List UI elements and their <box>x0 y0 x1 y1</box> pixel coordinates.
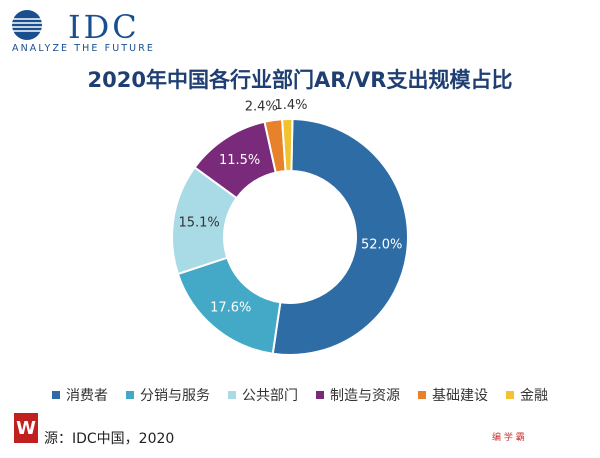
source-note: 源：IDC中国，2020 <box>44 431 175 447</box>
idc-globe-logo-icon <box>12 10 42 40</box>
donut-chart: 52.0% 17.6% 15.1% 11.5% 2.4%1.4% <box>171 98 409 356</box>
legend-label: 分销与服务 <box>140 388 210 404</box>
legend-item: 分销与服务 <box>126 385 210 405</box>
watermark: 编 学 霸 <box>492 433 525 443</box>
data-label-5: 2.4% <box>245 99 278 114</box>
legend-label: 消费者 <box>66 388 108 404</box>
donut-slice-6 <box>281 118 294 173</box>
legend-swatch <box>316 391 324 399</box>
legend-swatch <box>418 391 426 399</box>
logo-tagline: ANALYZE THE FUTURE <box>12 43 156 54</box>
legend-swatch <box>506 391 514 399</box>
legend-label: 基础建设 <box>432 388 488 404</box>
chart-legend: 消费者 分销与服务 公共部门 制造与资源 基础建设 金融 <box>0 385 600 405</box>
legend-item: 基础建设 <box>418 385 488 405</box>
legend-item: 金融 <box>506 385 548 405</box>
donut-slice-1 <box>271 118 409 356</box>
brand-badge: W <box>14 413 38 443</box>
data-label-1: 52.0% <box>361 238 402 253</box>
data-label-2: 17.6% <box>210 300 251 315</box>
legend-item: 公共部门 <box>228 385 298 405</box>
legend-label: 金融 <box>520 388 548 404</box>
legend-item: 制造与资源 <box>316 385 400 405</box>
legend-label: 制造与资源 <box>330 388 400 404</box>
logo-wordmark: IDC <box>68 8 140 46</box>
legend-swatch <box>126 391 134 399</box>
legend-swatch <box>228 391 236 399</box>
legend-item: 消费者 <box>52 385 108 405</box>
legend-label: 公共部门 <box>242 388 298 404</box>
legend-swatch <box>52 391 60 399</box>
data-label-4: 11.5% <box>219 153 260 168</box>
data-label-3: 15.1% <box>178 216 219 231</box>
chart-title: 2020年中国各行业部门AR/VR支出规模占比 <box>87 68 513 92</box>
data-label-6: 1.4% <box>274 98 307 113</box>
